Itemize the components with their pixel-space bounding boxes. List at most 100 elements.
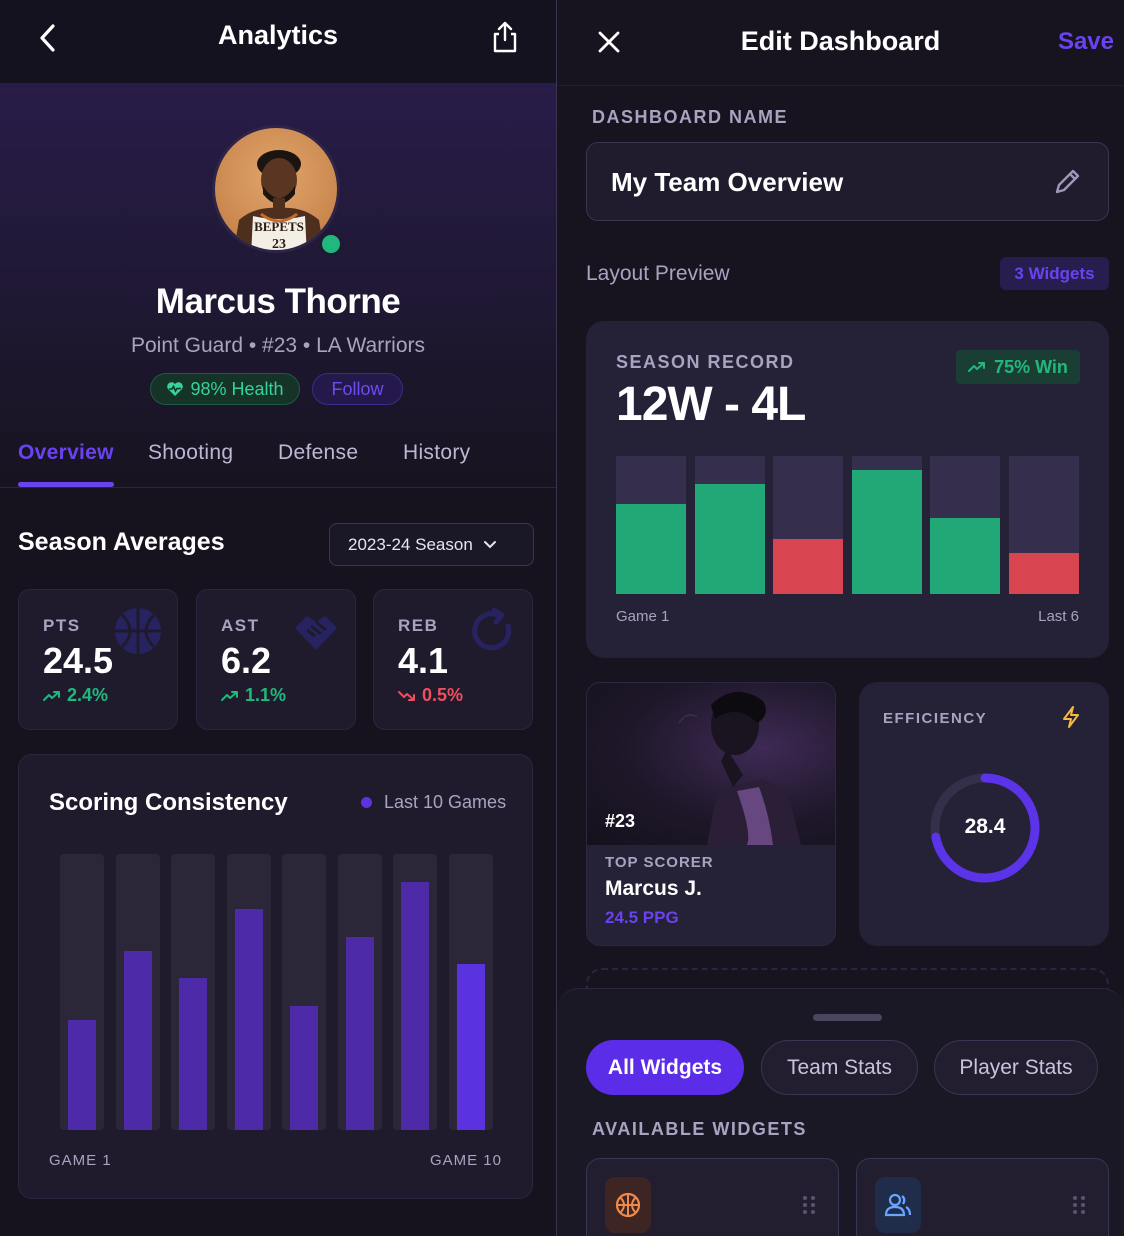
section-title: Season Averages <box>18 528 225 556</box>
page-title: Edit Dashboard <box>740 26 941 56</box>
tab-overview[interactable]: Overview <box>18 441 114 464</box>
widget-icon-tile <box>875 1177 921 1233</box>
widget-picker-sheet: All Widgets Team Stats Player Stats AVAI… <box>557 988 1124 1236</box>
record-bar-track <box>773 456 844 594</box>
consistency-bar-track <box>226 854 271 1130</box>
consistency-bar-track <box>60 854 104 1130</box>
tab-history[interactable]: History <box>403 441 471 464</box>
consistency-bar-track <box>115 854 160 1130</box>
consistency-bar-track <box>448 854 493 1130</box>
analytics-header: Analytics <box>0 0 556 84</box>
consistency-bar-track <box>393 854 437 1130</box>
trending-up-icon <box>221 690 238 701</box>
stat-card-ast[interactable]: AST 6.2 1.1% <box>196 589 356 730</box>
online-status-dot <box>318 231 344 257</box>
stat-value: 4.1 <box>398 640 449 681</box>
chevron-left-icon[interactable] <box>34 22 62 54</box>
record-bar-track <box>1009 456 1079 594</box>
edit-dashboard-header: Edit Dashboard Save <box>557 0 1124 86</box>
stat-card-reb[interactable]: REB 4.1 0.5% <box>373 589 533 730</box>
consistency-bar <box>234 909 263 1130</box>
lightning-icon <box>1063 706 1079 728</box>
consistency-bar-track <box>282 854 326 1130</box>
consistency-bar <box>456 964 485 1130</box>
filter-team-stats[interactable]: Team Stats <box>761 1040 918 1095</box>
avatar[interactable]: BEPETS 23 <box>212 125 340 253</box>
follow-button[interactable]: Follow <box>312 373 403 405</box>
record-bar-track <box>694 456 765 594</box>
widget-label: EFFICIENCY <box>883 710 988 727</box>
efficiency-value: 28.4 <box>964 815 1006 838</box>
win-rate-badge: 75% Win <box>956 350 1080 384</box>
stat-label: AST <box>221 616 260 635</box>
refresh-icon <box>472 607 512 651</box>
widget-label: TOP SCORER <box>605 854 714 871</box>
widget-card-basketball[interactable] <box>586 1158 839 1236</box>
record-bar-track <box>616 456 686 594</box>
consistency-bar <box>345 937 374 1130</box>
consistency-bar <box>290 1006 318 1130</box>
panel-divider <box>556 0 557 1236</box>
users-icon <box>884 1193 912 1217</box>
stat-change: 2.4% <box>43 685 108 706</box>
x-axis-end-label: Last 6 <box>1038 608 1079 625</box>
trending-up-icon <box>43 690 60 701</box>
stat-change: 0.5% <box>398 685 463 706</box>
filter-all-widgets[interactable]: All Widgets <box>586 1040 744 1095</box>
consistency-bar-track <box>337 854 382 1130</box>
player-name: Marcus Thorne <box>155 282 401 321</box>
chevron-down-icon <box>483 540 496 548</box>
trending-up-icon <box>968 362 986 372</box>
record-bar-loss <box>773 539 844 594</box>
close-icon[interactable] <box>597 30 621 54</box>
player-portrait-image: BEPETS 23 <box>234 150 324 252</box>
widget-icon-tile <box>605 1177 651 1233</box>
record-bar-win <box>851 470 922 594</box>
record-bar-win <box>694 484 765 594</box>
edit-dashboard-panel: Edit Dashboard Save DASHBOARD NAME My Te… <box>557 0 1124 1236</box>
widgets-count-badge: 3 Widgets <box>1000 257 1109 290</box>
stat-card-pts[interactable]: PTS 24.5 2.4% <box>18 589 178 730</box>
page-title: Analytics <box>217 20 339 50</box>
x-axis-start-label: Game 1 <box>616 608 670 625</box>
widget-label: SEASON RECORD <box>616 352 795 372</box>
season-dropdown[interactable]: 2023-24 Season <box>329 523 534 566</box>
widget-card-users[interactable] <box>856 1158 1109 1236</box>
stat-change: 1.1% <box>221 685 286 706</box>
pencil-icon[interactable] <box>1052 167 1082 197</box>
save-button[interactable]: Save <box>1057 28 1114 55</box>
tab-shooting[interactable]: Shooting <box>148 441 234 464</box>
basketball-icon <box>115 608 161 654</box>
x-axis-start-label: GAME 1 <box>49 1152 112 1169</box>
consistency-bar <box>68 1020 96 1130</box>
chart-legend: Last 10 Games <box>361 792 506 813</box>
consistency-bar <box>401 882 429 1130</box>
heart-pulse-icon <box>167 382 184 396</box>
consistency-bar <box>123 951 152 1130</box>
efficiency-widget[interactable]: EFFICIENCY 28.4 <box>859 682 1109 946</box>
consistency-bar-track <box>171 854 215 1130</box>
health-label: 98% Health <box>190 378 284 399</box>
share-icon[interactable] <box>490 20 520 54</box>
top-scorer-widget[interactable]: #23 TOP SCORER Marcus J. 24.5 PPG <box>586 682 836 946</box>
trending-down-icon <box>398 690 415 701</box>
stat-label: PTS <box>43 616 81 635</box>
season-record-widget[interactable]: SEASON RECORD 12W - 4L 75% Win Game 1 La… <box>586 321 1109 658</box>
record-bar-win <box>930 518 1001 594</box>
top-scorer-ppg: 24.5 PPG <box>605 908 679 927</box>
filter-player-stats[interactable]: Player Stats <box>934 1040 1098 1095</box>
drag-handle-icon[interactable] <box>802 1195 816 1215</box>
season-record-value: 12W - 4L <box>616 378 806 431</box>
scoring-consistency-card: Scoring Consistency Last 10 Games GAME 1… <box>18 754 533 1199</box>
active-tab-indicator <box>18 482 114 487</box>
sheet-drag-handle[interactable] <box>813 1014 882 1021</box>
consistency-bar <box>179 978 207 1130</box>
tab-defense[interactable]: Defense <box>278 441 359 464</box>
health-badge: 98% Health <box>150 373 300 405</box>
season-value: 2023-24 Season <box>348 534 473 554</box>
svg-text:23: 23 <box>272 237 286 252</box>
drag-handle-icon[interactable] <box>1072 1195 1086 1215</box>
stat-value: 6.2 <box>221 640 272 681</box>
dashboard-name-field[interactable]: My Team Overview <box>586 142 1109 221</box>
stat-label: REB <box>398 616 439 635</box>
